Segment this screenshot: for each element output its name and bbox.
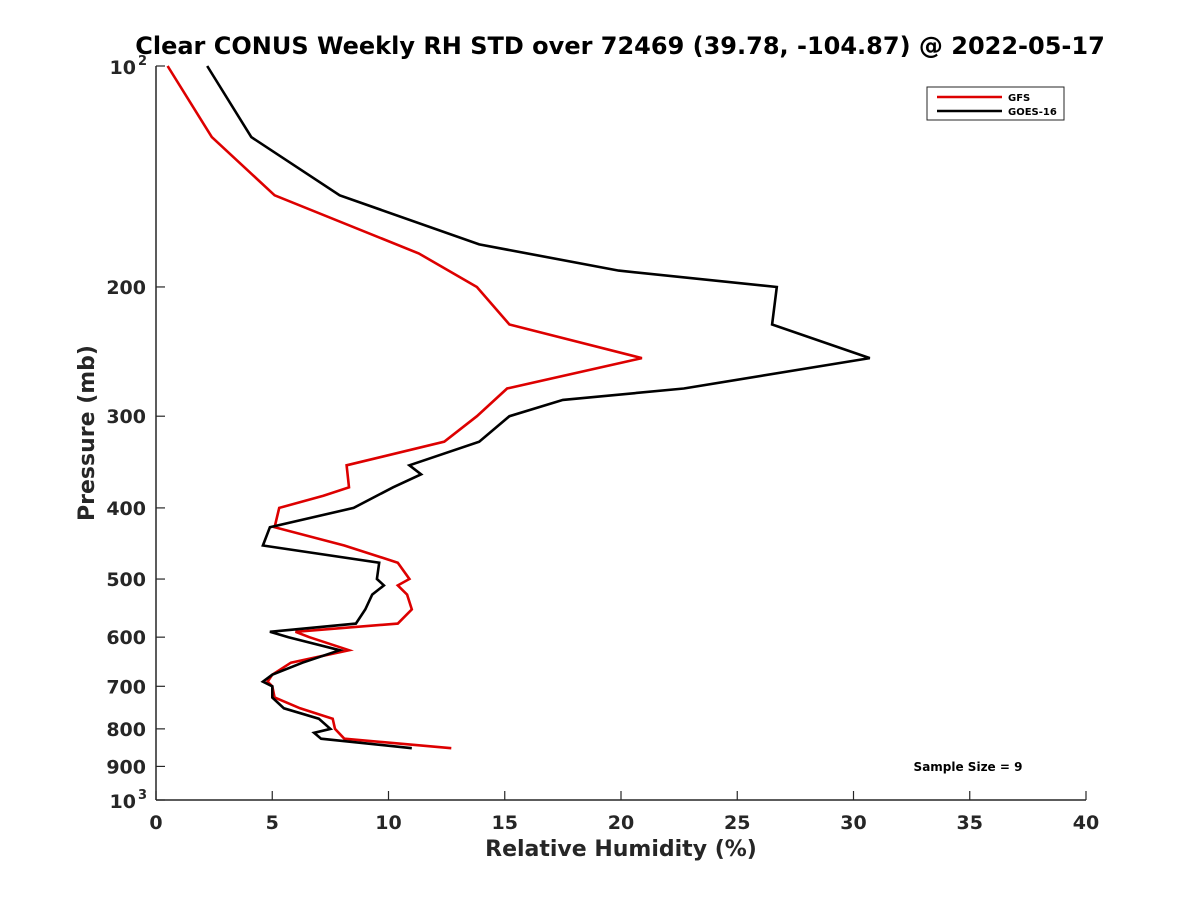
sample-size-annotation: Sample Size = 9 [914, 760, 1023, 774]
y-tick-base: 10 [110, 791, 136, 813]
y-tick-label: 400 [106, 498, 146, 520]
x-tick-label: 20 [608, 812, 634, 834]
y-tick-label: 500 [106, 569, 146, 591]
y-tick-label: 900 [106, 756, 146, 778]
y-tick-label: 300 [106, 406, 146, 428]
x-tick-label: 35 [957, 812, 983, 834]
x-axis-ticks: 0 5 10 15 20 25 30 35 40 [149, 791, 1099, 834]
x-tick-label: 30 [840, 812, 866, 834]
series-layer [166, 65, 871, 750]
chart-title: Clear CONUS Weekly RH STD over 72469 (39… [135, 32, 1105, 60]
y-tick-label: 600 [106, 627, 146, 649]
x-tick-label: 10 [375, 812, 401, 834]
x-axis-label: Relative Humidity (%) [485, 837, 757, 862]
y-tick-label: 10 [110, 57, 136, 79]
x-tick-label: 5 [266, 812, 279, 834]
x-tick-label: 0 [149, 812, 162, 834]
y-tick-base: 10 [110, 57, 136, 79]
y-tick-label: 200 [106, 277, 146, 299]
y-tick-label: 700 [106, 676, 146, 698]
legend-label: GFS [1008, 93, 1030, 104]
legend: GFS GOES-16 [926, 86, 1065, 121]
series-line-gfs [166, 65, 643, 750]
legend-box [926, 86, 1065, 121]
y-tick-exponent: 2 [138, 54, 147, 69]
x-tick-label: 25 [724, 812, 750, 834]
legend-label: GOES-16 [1008, 107, 1057, 118]
x-tick-label: 15 [492, 812, 518, 834]
plot-area [155, 66, 1086, 801]
y-axis-label: Pressure (mb) [75, 345, 100, 521]
x-tick-label: 40 [1073, 812, 1099, 834]
y-tick-label: 800 [106, 719, 146, 741]
y-tick-label: 10 [110, 791, 136, 813]
y-tick-exponent: 3 [138, 788, 147, 803]
series-line-goes-16 [206, 65, 871, 750]
